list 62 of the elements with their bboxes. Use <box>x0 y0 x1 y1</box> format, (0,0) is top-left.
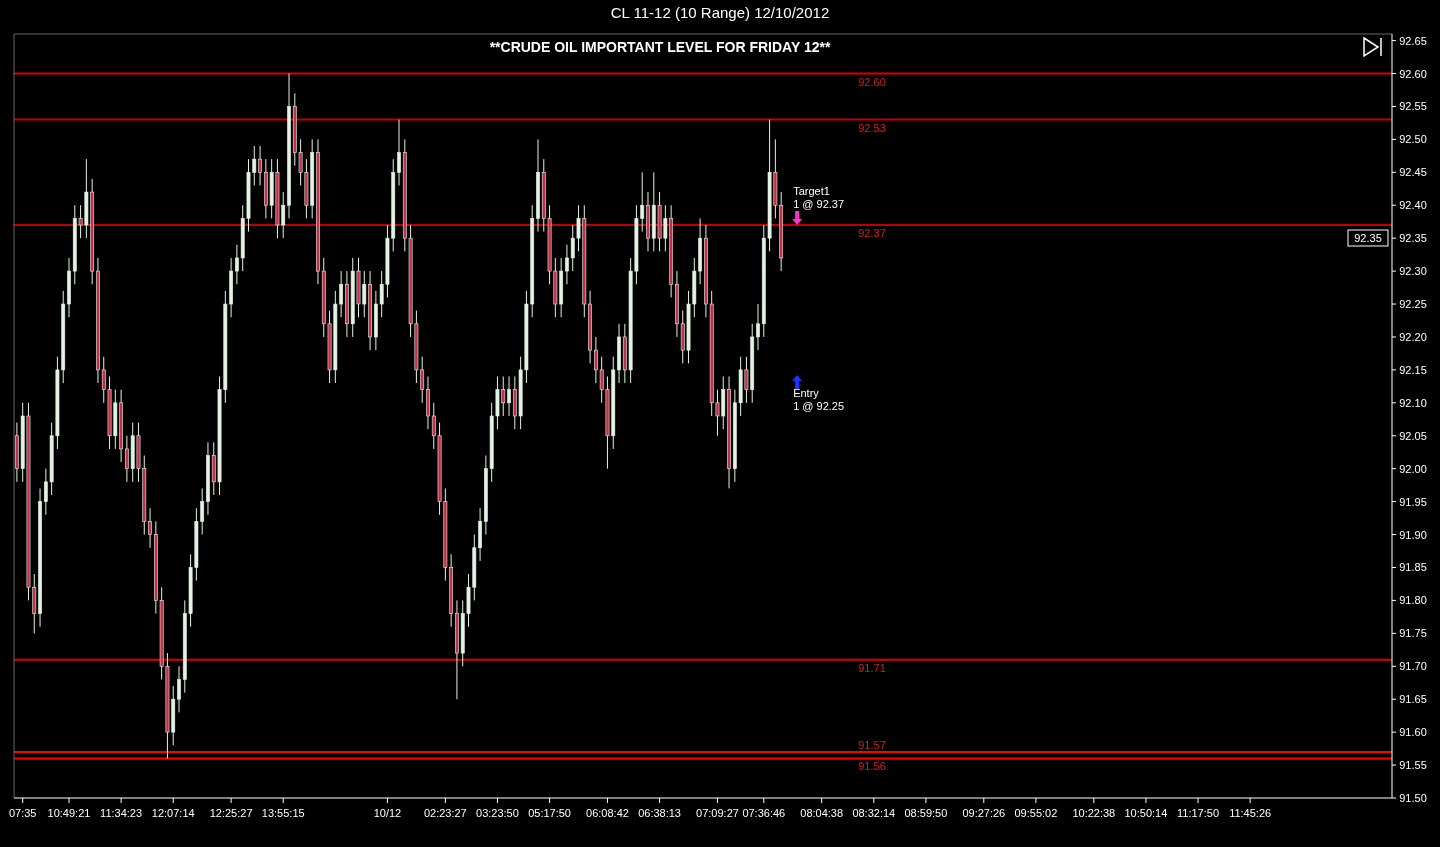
chart-title: CL 11-12 (10 Range) 12/10/2012 <box>610 4 830 21</box>
x-tick-label: 05:17:50 <box>528 807 571 819</box>
ref-line-label: 92.60 <box>858 75 886 88</box>
y-tick-label: 91.95 <box>1399 495 1427 508</box>
x-tick-label: 10:50:14 <box>1124 807 1168 819</box>
y-tick-label: 91.80 <box>1399 594 1427 607</box>
x-tick-label: 07:09:27 <box>696 807 739 819</box>
y-tick-label: 92.60 <box>1399 67 1427 80</box>
y-tick-label: 91.50 <box>1399 792 1427 804</box>
y-tick-label: 92.55 <box>1399 100 1427 113</box>
ref-line-label: 91.71 <box>858 661 886 674</box>
x-tick-label: 08:04:38 <box>800 807 844 819</box>
x-tick-label: 07:36:46 <box>742 807 786 819</box>
annotation: Entry 1 @ 92.25 <box>793 387 845 412</box>
ref-line-label: 91.57 <box>858 738 886 751</box>
y-tick-label: 92.00 <box>1399 462 1427 475</box>
x-tick-label: 08:59:50 <box>904 807 948 819</box>
annotation: 92.35 <box>1354 232 1382 244</box>
x-tick-label: 09:55:02 <box>1014 807 1058 819</box>
y-tick-label: 91.55 <box>1399 759 1427 772</box>
y-tick-label: 92.50 <box>1399 133 1427 146</box>
x-tick-label: 06:08:42 <box>586 807 629 819</box>
ref-line-label: 92.53 <box>858 121 886 134</box>
y-tick-label: 92.35 <box>1399 232 1427 245</box>
x-tick-label: 12:25:27 <box>209 807 253 819</box>
y-tick-label: 91.75 <box>1399 627 1427 640</box>
candlestick <box>756 303 760 351</box>
y-tick-label: 92.05 <box>1399 429 1427 442</box>
x-tick-label: 10/12 <box>373 807 402 819</box>
x-tick-label: 07:35 <box>8 807 37 819</box>
x-tick-label: 03:23:50 <box>476 807 519 819</box>
y-tick-label: 92.15 <box>1399 363 1427 376</box>
x-tick-label: 11:17:50 <box>1177 807 1220 819</box>
y-tick-label: 92.65 <box>1399 34 1427 47</box>
candlestick <box>507 375 511 417</box>
y-tick-label: 92.10 <box>1399 396 1427 409</box>
x-tick-label: 12:07:14 <box>151 807 195 819</box>
x-tick-label: 11:34:23 <box>100 807 143 819</box>
x-tick-label: 10:22:38 <box>1072 807 1116 819</box>
x-tick-label: 06:38:13 <box>638 807 681 819</box>
y-tick-label: 91.65 <box>1399 693 1427 706</box>
x-tick-label: 13:55:15 <box>261 807 305 819</box>
ref-line-label: 92.37 <box>858 227 886 239</box>
y-tick-label: 92.20 <box>1399 330 1427 343</box>
annotation: Target1 1 @ 92.37 <box>793 185 845 210</box>
x-tick-label: 09:27:26 <box>962 807 1006 819</box>
candlestick <box>397 119 401 186</box>
y-tick-label: 92.45 <box>1399 166 1427 179</box>
chart-subtitle: **CRUDE OIL IMPORTANT LEVEL FOR FRIDAY 12** <box>489 39 831 55</box>
candlestick <box>177 665 181 713</box>
ref-line-label: 91.56 <box>858 760 886 773</box>
x-tick-label: 08:32:14 <box>852 807 896 819</box>
x-tick-label: 11:45:26 <box>1229 807 1272 819</box>
y-tick-label: 91.60 <box>1399 726 1427 739</box>
x-tick-label: 02:23:27 <box>423 807 467 819</box>
y-tick-label: 92.40 <box>1399 199 1427 212</box>
y-tick-label: 91.70 <box>1399 660 1427 673</box>
y-tick-label: 91.85 <box>1399 561 1427 574</box>
y-tick-label: 91.90 <box>1399 528 1427 541</box>
x-tick-label: 10:49:21 <box>47 807 91 819</box>
y-tick-label: 92.30 <box>1399 265 1427 278</box>
y-tick-label: 92.25 <box>1399 298 1427 311</box>
